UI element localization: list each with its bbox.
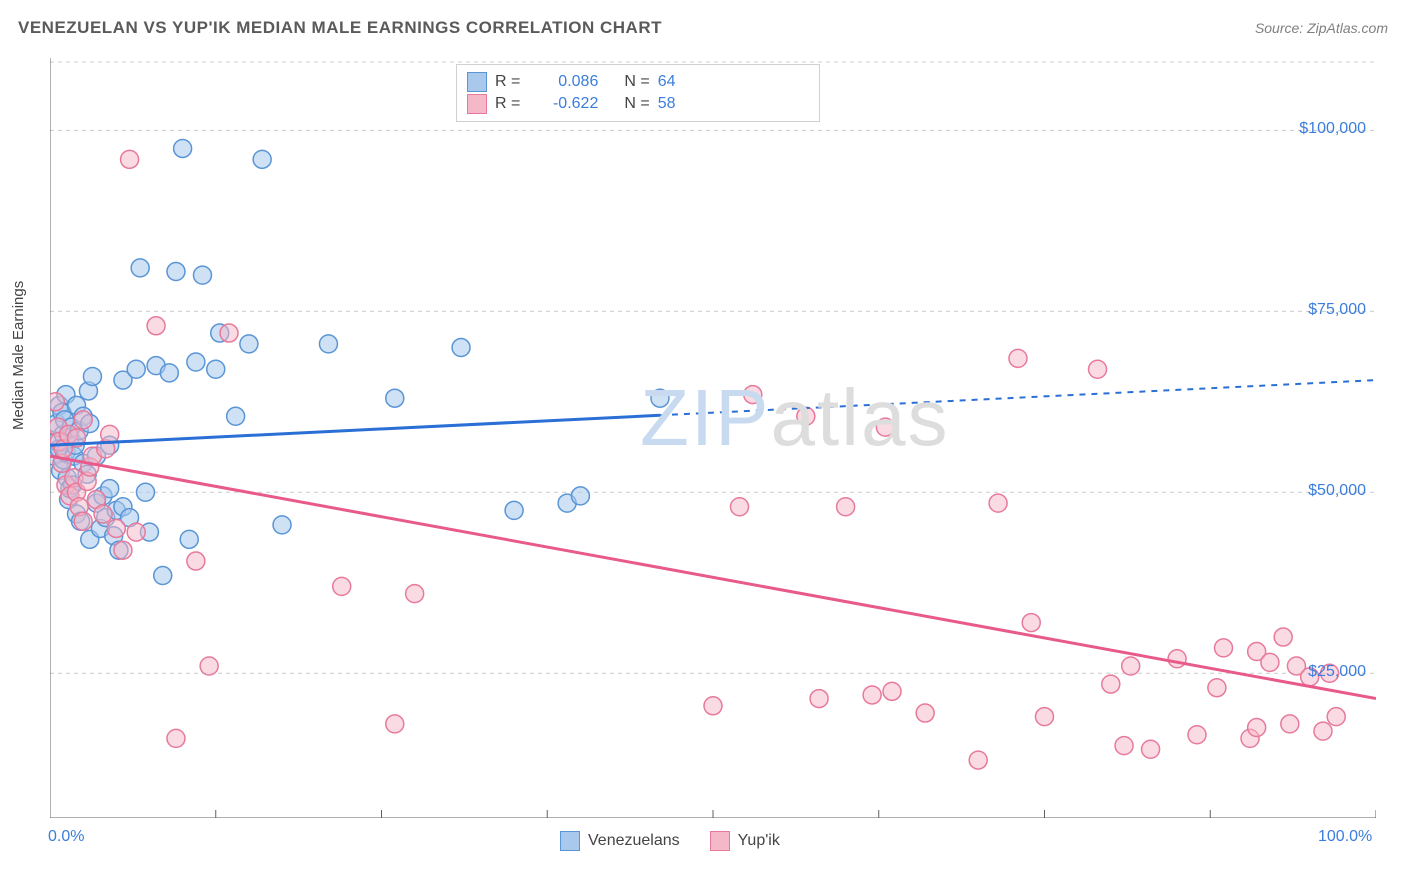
legend-r-label: R = <box>495 71 520 93</box>
y-tick-label: $50,000 <box>1286 482 1366 500</box>
scatter-plot <box>50 58 1376 818</box>
legend-n-value: 58 <box>658 93 676 115</box>
legend-swatch <box>467 72 487 92</box>
correlation-legend: R = 0.086 N = 64 R = -0.622 N = 58 <box>456 64 820 122</box>
series-label: Venezuelans <box>588 830 680 852</box>
y-tick-label: $25,000 <box>1286 663 1366 681</box>
x-tick-label: 0.0% <box>48 828 84 846</box>
series-legend-item: Yup'ik <box>710 830 780 852</box>
legend-swatch <box>710 831 730 851</box>
series-legend: Venezuelans Yup'ik <box>560 830 780 852</box>
legend-n-label: N = <box>624 93 649 115</box>
source-label: Source: ZipAtlas.com <box>1255 20 1388 36</box>
legend-r-value: 0.086 <box>528 71 598 93</box>
legend-n-label: N = <box>624 71 649 93</box>
legend-row: R = 0.086 N = 64 <box>467 71 809 93</box>
legend-swatch <box>560 831 580 851</box>
y-axis-label: Median Male Earnings <box>10 281 27 430</box>
series-legend-item: Venezuelans <box>560 830 680 852</box>
legend-n-value: 64 <box>658 71 676 93</box>
legend-swatch <box>467 94 487 114</box>
legend-r-value: -0.622 <box>528 93 598 115</box>
legend-row: R = -0.622 N = 58 <box>467 93 809 115</box>
y-tick-label: $75,000 <box>1286 301 1366 319</box>
chart-title: VENEZUELAN VS YUP'IK MEDIAN MALE EARNING… <box>18 18 662 38</box>
y-tick-label: $100,000 <box>1286 120 1366 138</box>
header: VENEZUELAN VS YUP'IK MEDIAN MALE EARNING… <box>18 18 1388 38</box>
series-label: Yup'ik <box>738 830 780 852</box>
x-tick-label: 100.0% <box>1318 828 1372 846</box>
legend-r-label: R = <box>495 93 520 115</box>
